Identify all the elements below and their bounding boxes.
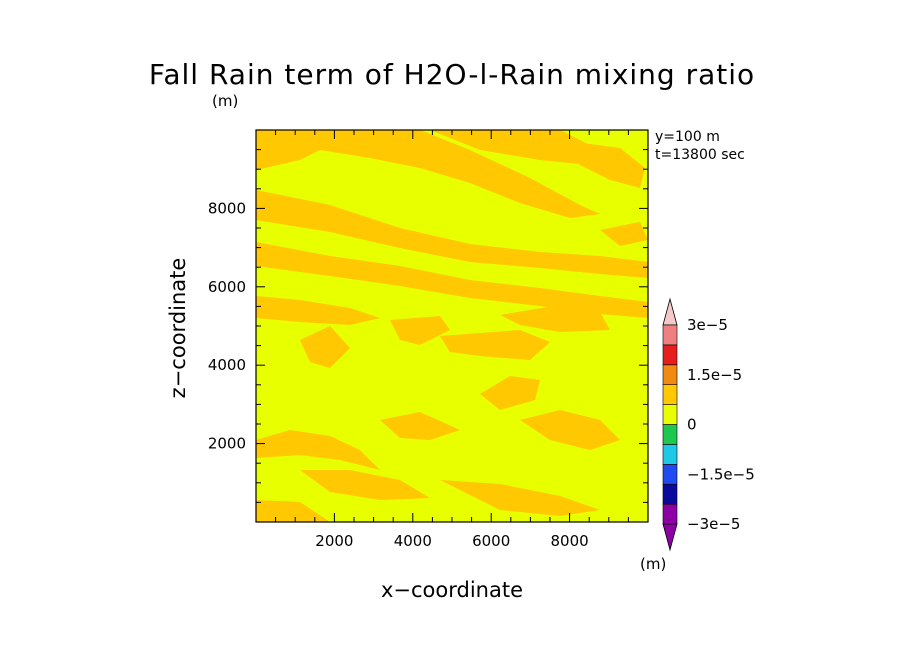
positive-region: [390, 316, 450, 345]
positive-region: [520, 410, 620, 450]
positive-region: [256, 430, 380, 470]
colorbar-swatch: [662, 404, 678, 425]
colorbar-tick-label: 0: [687, 416, 697, 434]
y-tick-label: 2000: [208, 435, 246, 453]
colorbar-swatch: [662, 384, 678, 405]
y-tick-label: 6000: [208, 278, 246, 296]
positive-contour-regions: [256, 130, 648, 522]
title-unit: (m): [212, 92, 239, 110]
colorbar-swatch: [662, 424, 678, 445]
positive-region: [300, 326, 350, 368]
colorbar-min-arrow: [662, 523, 678, 552]
colorbar-swatch: [662, 324, 678, 346]
colorbar: 3e−5 1.5e−5 0 −1.5e−5 −3e−5: [662, 297, 755, 552]
positive-region: [440, 480, 600, 516]
x-tick-label: 8000: [551, 532, 589, 550]
x-tick-label: 4000: [394, 532, 432, 550]
x-axis-label: x−coordinate: [380, 578, 524, 602]
positive-region: [380, 412, 460, 440]
colorbar-swatch: [662, 364, 678, 385]
positive-region: [300, 130, 600, 218]
positive-region: [300, 470, 430, 500]
colorbar-unit: (m): [640, 555, 667, 573]
colorbar-tick-label: −1.5e−5: [687, 465, 755, 483]
plot-area: [256, 130, 648, 522]
positive-region: [600, 222, 648, 246]
slice-info-y: y=100 m: [655, 129, 720, 145]
positive-region: [560, 140, 645, 188]
x-tick-label: 2000: [315, 532, 353, 550]
colorbar-swatch: [662, 444, 678, 465]
colorbar-max-arrow: [662, 297, 678, 326]
colorbar-tick-label: −3e−5: [687, 515, 740, 533]
positive-region: [256, 500, 330, 522]
chart-title: Fall Rain term of H2O-l-Rain mixing rati…: [148, 58, 756, 91]
positive-region: [256, 296, 380, 325]
positive-region: [500, 305, 610, 332]
positive-region: [256, 242, 648, 318]
y-tick-label: 4000: [208, 356, 246, 374]
x-tick-label: 6000: [472, 532, 510, 550]
colorbar-tick-label: 1.5e−5: [687, 366, 742, 384]
axes: 2000 4000 6000 8000 2000 4000 6000 8000: [208, 130, 648, 550]
colorbar-swatch: [662, 483, 678, 505]
positive-region: [256, 190, 648, 278]
colorbar-swatch: [662, 503, 678, 525]
colorbar-tick-label: 3e−5: [687, 316, 728, 334]
colorbar-swatch: [662, 344, 678, 366]
y-tick-label: 8000: [208, 199, 246, 217]
slice-info-time: t=13800 sec: [655, 147, 745, 163]
positive-region: [430, 130, 600, 165]
positive-region: [440, 330, 550, 360]
colorbar-swatch: [662, 463, 678, 485]
positive-region: [480, 376, 540, 410]
